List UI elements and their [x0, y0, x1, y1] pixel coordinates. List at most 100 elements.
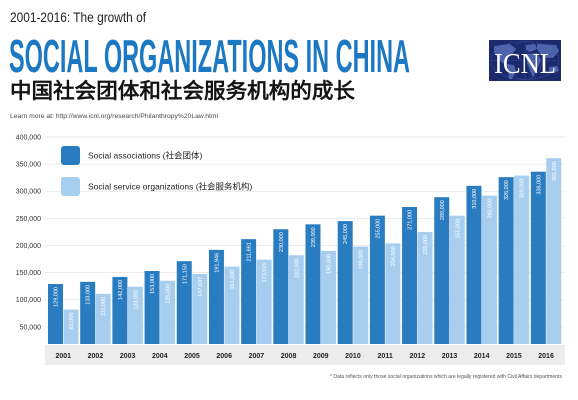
bar-social-service-organizations-2010 — [353, 246, 369, 344]
value-label-social-service-organizations-2012: 225,000 — [423, 235, 429, 255]
value-label-social-service-organizations-2014: 292,000 — [487, 199, 493, 219]
x-tick-label-2008: 2008 — [281, 353, 297, 360]
value-label-social-service-organizations-2016: 361,000 — [552, 161, 558, 181]
bar-social-associations-2007 — [241, 239, 257, 344]
bar-social-service-organizations-2009 — [321, 250, 336, 344]
y-tick-label: 300,000 — [16, 189, 41, 196]
bar-social-service-organizations-2006 — [224, 266, 240, 344]
x-tick-label-2001: 2001 — [55, 353, 71, 360]
legend-label-social-associations: Social associations (社会团体) — [88, 151, 202, 161]
value-label-social-associations-2014: 310,000 — [472, 189, 478, 209]
value-label-social-service-organizations-2010: 198,000 — [359, 250, 365, 270]
x-tick-label-2007: 2007 — [249, 353, 265, 360]
value-label-social-associations-2003: 142,000 — [118, 280, 124, 300]
value-label-social-service-organizations-2013: 255,000 — [455, 219, 461, 239]
map-land-shape — [549, 66, 559, 73]
y-tick-label: 100,000 — [16, 297, 41, 304]
value-label-social-associations-2007: 211,661 — [247, 242, 253, 261]
bar-social-associations-2012 — [402, 206, 418, 344]
icnl-logo: ICNL — [489, 40, 561, 81]
logo-text: ICNL — [494, 49, 556, 80]
bar-social-associations-2013 — [434, 197, 450, 344]
bar-social-associations-2008 — [273, 229, 289, 344]
legend: Social associations (社会团体) Social servic… — [61, 146, 253, 196]
value-label-social-service-organizations-2003: 124,000 — [133, 290, 139, 310]
footnote: * Data reflects only those social organi… — [330, 374, 562, 380]
bar-social-service-organizations-2005 — [192, 273, 208, 344]
bar-social-associations-2010 — [337, 221, 353, 344]
x-tick-label-2010: 2010 — [345, 353, 361, 360]
bar-social-associations-2003 — [112, 276, 128, 344]
value-label-social-service-organizations-2002: 111,000 — [101, 297, 107, 316]
map-land-shape — [507, 64, 516, 79]
chart: 50,000 100,000 150,000 200,000 250,000 300,00… — [16, 134, 565, 365]
value-labels: 129,000 82,000 133,000 111,000 142,000 124,00… — [54, 161, 558, 329]
map-land-shape — [494, 44, 516, 64]
x-tick-label-2003: 2003 — [120, 353, 136, 360]
x-tick-label-2005: 2005 — [184, 353, 200, 360]
map-land-shape — [526, 53, 541, 77]
bar-social-service-organizations-2015 — [514, 175, 530, 344]
bar-social-associations-2002 — [80, 281, 96, 344]
x-tick-label-2009: 2009 — [313, 353, 329, 360]
value-label-social-associations-2004: 153,000 — [150, 274, 156, 294]
y-tick-label: 150,000 — [16, 270, 41, 277]
bar-social-associations-2004 — [144, 271, 160, 344]
value-label-social-associations-2011: 255,000 — [375, 219, 381, 239]
bar-social-associations-2005 — [176, 261, 192, 344]
y-tick-label: 350,000 — [16, 162, 41, 169]
x-tick-label-2011: 2011 — [378, 353, 393, 360]
x-tick-label-2006: 2006 — [216, 353, 232, 360]
bar-social-service-organizations-2008 — [288, 255, 304, 344]
value-label-social-service-organizations-2004: 135,000 — [166, 284, 172, 304]
bar-social-service-organizations-2011 — [385, 243, 401, 344]
value-label-social-service-organizations-2015: 329,000 — [520, 179, 526, 199]
bar-social-associations-2001 — [48, 284, 63, 344]
value-label-social-service-organizations-2008: 182,000 — [294, 258, 300, 278]
world-map-icon — [490, 41, 560, 80]
legend-swatch-social-service-organizations — [61, 177, 80, 196]
page-title: SOCIAL ORGANIZATIONS IN CHINA — [9, 30, 410, 82]
bar-social-service-organizations-2007 — [256, 259, 272, 344]
learn-more-text: Learn more at: http://www.icnl.org/resea… — [10, 113, 219, 120]
x-axis-band — [45, 345, 565, 365]
x-tick-label-2012: 2012 — [410, 353, 426, 360]
value-label-social-associations-2013: 289,000 — [440, 200, 446, 220]
value-label-social-associations-2001: 129,000 — [54, 287, 60, 307]
value-label-social-service-organizations-2011: 204,000 — [391, 246, 397, 266]
bar-social-associations-2014 — [466, 185, 482, 344]
pretitle: 2001-2016: The growth of — [10, 9, 146, 25]
bar-social-service-organizations-2013 — [449, 215, 465, 344]
map-land-shape — [526, 44, 537, 52]
y-tick-label: 400,000 — [16, 134, 41, 141]
value-label-social-service-organizations-2005: 147,637 — [198, 277, 204, 297]
x-tick-label-2016: 2016 — [538, 353, 554, 360]
y-tick-label: 250,000 — [16, 216, 41, 223]
bar-social-service-organizations-2004 — [160, 280, 176, 344]
x-tick-label-2002: 2002 — [88, 353, 104, 360]
bar-social-service-organizations-2016 — [546, 158, 562, 344]
header: 2001-2016: The growth of SOCIAL ORGANIZA… — [9, 9, 410, 120]
legend-swatch-social-associations — [61, 146, 80, 165]
x-tick-label-2015: 2015 — [506, 353, 522, 360]
value-label-social-service-organizations-2001: 82,000 — [69, 313, 75, 330]
value-label-social-service-organizations-2006: 161,000 — [230, 270, 236, 290]
page-title-chinese: 中国社会团体和社会服务机构的成长 — [10, 79, 356, 103]
bar-social-service-organizations-2001 — [63, 309, 79, 344]
map-land-shape — [537, 44, 559, 58]
bar-social-associations-2016 — [530, 171, 546, 344]
bar-social-service-organizations-2003 — [127, 286, 143, 344]
value-label-social-associations-2008: 230,000 — [279, 232, 285, 252]
x-tick-label-2013: 2013 — [442, 353, 458, 360]
bar-social-associations-2011 — [369, 215, 385, 344]
value-label-social-associations-2010: 245,000 — [343, 224, 349, 244]
y-axis: 50,000 100,000 150,000 200,000 250,000 300,00… — [16, 134, 41, 331]
bar-social-service-organizations-2012 — [417, 231, 433, 344]
value-label-social-associations-2002: 133,000 — [86, 285, 92, 305]
value-label-social-associations-2015: 326,000 — [504, 180, 510, 200]
x-axis: 2001 2002 2003 2004 2005 2006 2007 2008 2009 2010… — [55, 353, 553, 360]
value-label-social-associations-2016: 336,000 — [536, 175, 542, 195]
bar-social-associations-2009 — [305, 224, 321, 344]
y-tick-label: 200,000 — [16, 243, 41, 250]
